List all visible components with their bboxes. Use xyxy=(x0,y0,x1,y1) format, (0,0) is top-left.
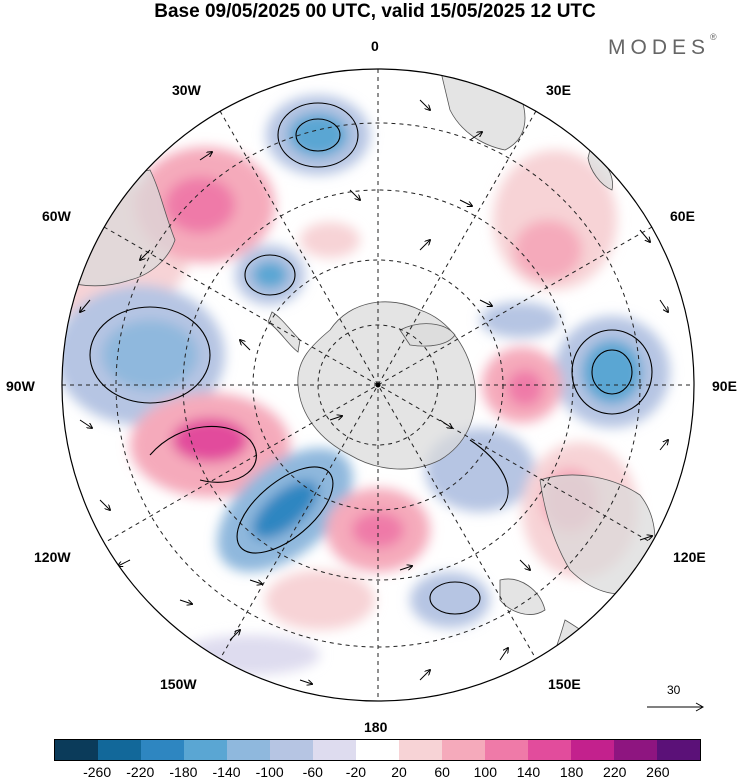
lon-label-150w: 150W xyxy=(160,676,197,692)
lon-label-30w: 30W xyxy=(172,82,201,98)
lon-label-120e: 120E xyxy=(673,549,706,565)
brand-name: MODES xyxy=(608,36,711,59)
lon-label-150e: 150E xyxy=(548,676,581,692)
colorbar-segment xyxy=(356,740,399,760)
colorbar-segment xyxy=(657,740,700,760)
colorbar-segment xyxy=(98,740,141,760)
lon-label-90e: 90E xyxy=(712,378,737,394)
colorbar-tick-label: -220 xyxy=(126,764,155,780)
colorbar-segment xyxy=(528,740,571,760)
colorbar-segment xyxy=(571,740,614,760)
colorbar-tick-label: -100 xyxy=(255,764,284,780)
colorbar-tick-label: 140 xyxy=(516,764,541,780)
lon-label-120w: 120W xyxy=(34,549,71,565)
circulation-contours xyxy=(89,102,653,615)
colorbar-tick-label: 260 xyxy=(646,764,670,780)
colorbar-tick-label: 220 xyxy=(603,764,627,780)
south-pole-marker xyxy=(375,382,381,388)
reference-vector-value: 30 xyxy=(667,683,681,697)
colorbar-segment xyxy=(313,740,356,760)
lon-label-30e: 30E xyxy=(546,82,571,98)
colorbar-segment xyxy=(485,740,528,760)
colorbar-tick-label: 20 xyxy=(391,764,407,780)
colorbar-segment xyxy=(55,740,98,760)
colorbar-segment xyxy=(270,740,313,760)
map-disk xyxy=(62,69,694,701)
colorbar-segment xyxy=(141,740,184,760)
colorbar-tick-label: -20 xyxy=(345,764,367,780)
colorbar-ticks: -260 -220 -180 -140 -100 -60 -20 20 60 100 140 180 2… xyxy=(54,764,701,782)
colorbar-tick-label: 60 xyxy=(434,764,450,780)
reference-arrow-icon xyxy=(647,702,705,712)
colorbar-segment xyxy=(614,740,657,760)
colorbar-segment xyxy=(227,740,270,760)
map-title: Base 09/05/2025 00 UTC, valid 15/05/2025… xyxy=(154,1,596,22)
colorbar xyxy=(54,739,701,761)
registered-mark: ® xyxy=(710,32,717,42)
wind-vectors xyxy=(80,100,668,684)
lon-label-60w: 60W xyxy=(42,208,71,224)
colorbar-segment xyxy=(442,740,485,760)
lon-label-60e: 60E xyxy=(670,208,695,224)
colorbar-tick-label: -260 xyxy=(83,764,112,780)
colorbar-segment xyxy=(184,740,227,760)
colorbar-tick-label: -140 xyxy=(212,764,241,780)
colorbar-tick-label: 100 xyxy=(473,764,498,780)
lon-label-180: 180 xyxy=(364,719,388,735)
lon-label-90w: 90W xyxy=(6,378,35,394)
colorbar-tick-label: 180 xyxy=(559,764,584,780)
map-boundary xyxy=(61,68,695,702)
modes-logo: MODES® xyxy=(608,32,717,60)
colorbar-segment xyxy=(399,740,442,760)
colorbar-tick-label: -180 xyxy=(169,764,198,780)
lon-label-0: 0 xyxy=(371,38,379,54)
reference-vector: 30 xyxy=(647,683,707,713)
polar-stereographic-map xyxy=(61,68,695,702)
colorbar-tick-label: -60 xyxy=(302,764,323,780)
